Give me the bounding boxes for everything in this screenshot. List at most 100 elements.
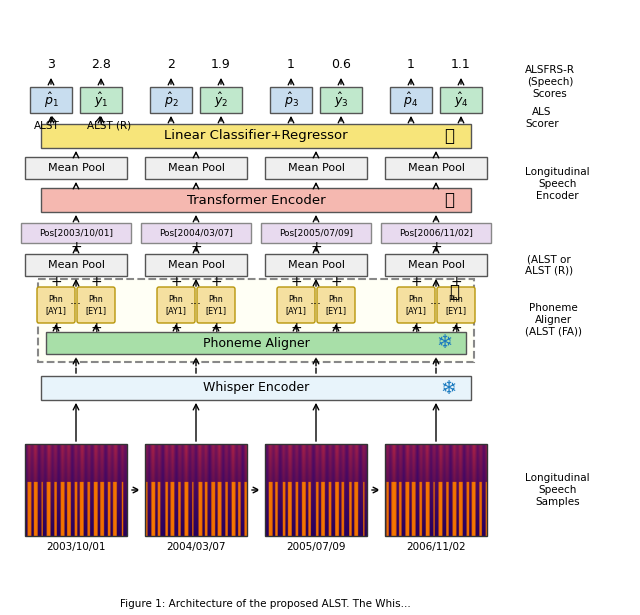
Text: +: + — [90, 275, 102, 289]
Bar — [25, 444, 127, 536]
Bar — [145, 254, 247, 276]
Bar — [30, 87, 72, 113]
Text: Mean Pool: Mean Pool — [287, 163, 344, 173]
Text: Pos[2005/07/09]: Pos[2005/07/09] — [279, 229, 353, 237]
Text: Whisper Encoder: Whisper Encoder — [203, 381, 309, 394]
Text: Mean Pool: Mean Pool — [408, 260, 465, 270]
Bar — [41, 376, 471, 400]
Bar — [46, 332, 466, 354]
Text: 🔥: 🔥 — [444, 127, 454, 145]
Bar — [145, 157, 247, 179]
Text: +: + — [430, 240, 442, 254]
Text: Longitudinal
Speech
Encoder: Longitudinal Speech Encoder — [525, 167, 589, 200]
Text: 2004/03/07: 2004/03/07 — [166, 542, 226, 552]
Text: ···: ··· — [430, 298, 442, 312]
Text: 2006/11/02: 2006/11/02 — [406, 542, 466, 552]
FancyBboxPatch shape — [317, 287, 355, 323]
FancyBboxPatch shape — [437, 287, 475, 323]
Text: +: + — [50, 321, 62, 335]
Text: Phn
[AY1]: Phn [AY1] — [166, 295, 186, 315]
Text: ALSFRS-R
(Speech)
Scores: ALSFRS-R (Speech) Scores — [525, 65, 575, 98]
Bar — [141, 223, 251, 243]
Bar — [265, 157, 367, 179]
Text: $\hat{p}_2$: $\hat{p}_2$ — [164, 90, 179, 109]
Text: +: + — [170, 275, 182, 289]
Text: Mean Pool: Mean Pool — [47, 163, 104, 173]
Text: +: + — [210, 275, 222, 289]
Bar — [265, 444, 367, 536]
Text: Mean Pool: Mean Pool — [287, 260, 344, 270]
Text: 1.9: 1.9 — [211, 57, 231, 71]
Text: Pos[2004/03/07]: Pos[2004/03/07] — [159, 229, 233, 237]
FancyBboxPatch shape — [157, 287, 195, 323]
Text: +: + — [450, 321, 462, 335]
Text: +: + — [70, 240, 82, 254]
Bar — [41, 188, 471, 212]
Text: ❄: ❄ — [436, 333, 452, 352]
Bar — [270, 87, 312, 113]
Bar — [390, 87, 432, 113]
Bar — [41, 124, 471, 148]
Text: ···: ··· — [190, 298, 202, 312]
Text: Phoneme
Aligner
(ALST (FA)): Phoneme Aligner (ALST (FA)) — [525, 303, 582, 336]
Text: $\hat{p}_1$: $\hat{p}_1$ — [44, 90, 58, 109]
Bar — [38, 279, 474, 362]
Text: 🔥: 🔥 — [449, 282, 459, 301]
Text: +: + — [290, 275, 302, 289]
Bar — [261, 223, 371, 243]
Text: (ALST or
ALST (R)): (ALST or ALST (R)) — [525, 254, 573, 276]
Bar — [440, 87, 482, 113]
Text: ···: ··· — [310, 298, 322, 312]
Text: Phn
[AY1]: Phn [AY1] — [406, 295, 426, 315]
Text: Pos[2006/11/02]: Pos[2006/11/02] — [399, 229, 473, 237]
Text: Linear Classifier+Regressor: Linear Classifier+Regressor — [164, 130, 348, 143]
Text: +: + — [330, 321, 342, 335]
Text: Phn
[EY1]: Phn [EY1] — [445, 295, 467, 315]
Text: Figure 1: Architecture of the proposed ALST. The Whis...: Figure 1: Architecture of the proposed A… — [120, 599, 410, 609]
Text: Longitudinal
Speech
Samples: Longitudinal Speech Samples — [525, 474, 589, 507]
Text: +: + — [410, 321, 422, 335]
Text: $\hat{y}_4$: $\hat{y}_4$ — [454, 90, 468, 109]
Text: Phn
[EY1]: Phn [EY1] — [85, 295, 107, 315]
Text: +: + — [410, 275, 422, 289]
Text: $\hat{y}_1$: $\hat{y}_1$ — [93, 90, 108, 109]
Text: Mean Pool: Mean Pool — [168, 260, 225, 270]
Text: +: + — [190, 240, 202, 254]
Bar — [385, 444, 487, 536]
Text: $\hat{y}_2$: $\hat{y}_2$ — [214, 90, 228, 109]
FancyBboxPatch shape — [197, 287, 235, 323]
Text: Phn
[AY1]: Phn [AY1] — [45, 295, 67, 315]
Text: +: + — [310, 240, 322, 254]
FancyBboxPatch shape — [277, 287, 315, 323]
FancyBboxPatch shape — [37, 287, 75, 323]
Bar — [320, 87, 362, 113]
Text: ···: ··· — [70, 298, 82, 312]
Text: Mean Pool: Mean Pool — [168, 163, 225, 173]
Text: +: + — [290, 321, 302, 335]
Bar — [200, 87, 242, 113]
Text: ALST (R): ALST (R) — [87, 121, 131, 131]
FancyBboxPatch shape — [397, 287, 435, 323]
Text: 🔥: 🔥 — [444, 191, 454, 209]
Text: 1.1: 1.1 — [451, 57, 471, 71]
Text: Transformer Encoder: Transformer Encoder — [187, 194, 325, 207]
Text: +: + — [170, 321, 182, 335]
Text: ALS
Scorer: ALS Scorer — [525, 107, 559, 129]
Bar — [385, 157, 487, 179]
Text: 2003/10/01: 2003/10/01 — [46, 542, 106, 552]
Text: 2.8: 2.8 — [91, 57, 111, 71]
Text: $\hat{y}_3$: $\hat{y}_3$ — [333, 90, 348, 109]
Text: ALST: ALST — [34, 121, 60, 131]
Text: Phn
[EY1]: Phn [EY1] — [325, 295, 347, 315]
Text: 1: 1 — [287, 57, 295, 71]
Text: +: + — [330, 275, 342, 289]
Bar — [25, 254, 127, 276]
Text: 1: 1 — [407, 57, 415, 71]
Text: Pos[2003/10/01]: Pos[2003/10/01] — [39, 229, 113, 237]
Bar — [21, 223, 131, 243]
Text: +: + — [90, 321, 102, 335]
Text: +: + — [210, 321, 222, 335]
Text: Phoneme Aligner: Phoneme Aligner — [203, 336, 309, 349]
Text: 0.6: 0.6 — [331, 57, 351, 71]
Bar — [150, 87, 192, 113]
